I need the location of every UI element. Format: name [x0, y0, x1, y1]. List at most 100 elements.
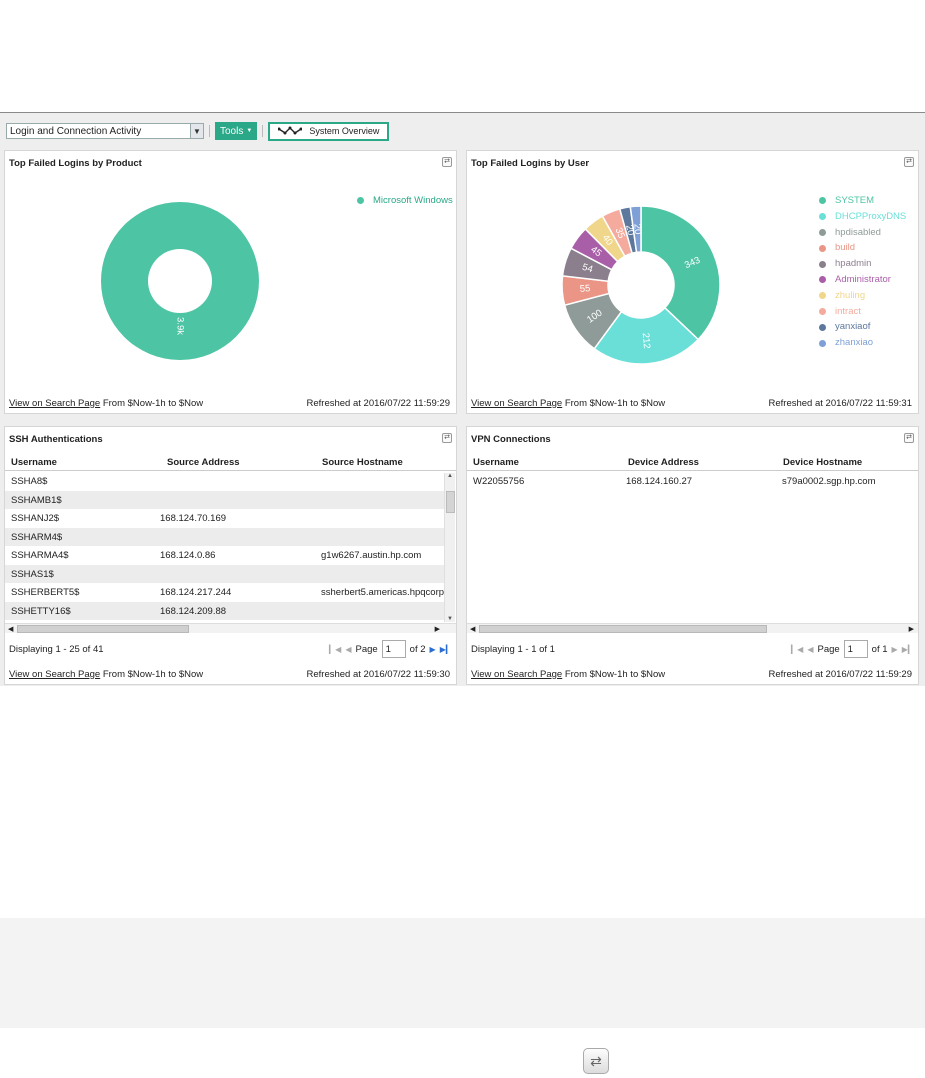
- column-header[interactable]: Username: [11, 457, 57, 468]
- pie-slice[interactable]: [101, 202, 259, 360]
- line-chart-icon: [278, 126, 303, 135]
- column-header[interactable]: Source Hostname: [322, 457, 403, 468]
- legend-swatch: [357, 197, 364, 205]
- refresh-icon[interactable]: ⇄: [904, 157, 914, 167]
- view-on-search-page-link[interactable]: View on Search Page: [9, 668, 101, 680]
- legend-label: hpdisabled: [835, 226, 881, 238]
- view-on-search-page-link[interactable]: View on Search Page: [471, 668, 563, 680]
- system-overview-button[interactable]: System Overview: [268, 121, 390, 141]
- scroll-down-icon[interactable]: ▼: [447, 616, 453, 622]
- horizontal-scrollbar[interactable]: ◀ ▶: [5, 623, 456, 633]
- scrollbar-thumb[interactable]: [446, 491, 455, 513]
- time-range: From $Now-1h to $Now: [102, 397, 204, 409]
- table-row[interactable]: SSHETTY16$ 168.124.209.88: [5, 601, 444, 620]
- table-cell: SSHARM4$: [11, 531, 63, 543]
- refresh-icon: ⇄: [583, 1048, 609, 1074]
- legend-item[interactable]: hpadmin: [819, 256, 906, 272]
- page-total: of 1: [871, 643, 888, 655]
- pie-slice[interactable]: [593, 306, 700, 365]
- toolbar: Login and Connection Activity ▼ Tools ▼ …: [6, 121, 390, 141]
- table-cell: 168.124.209.88: [160, 605, 227, 617]
- page-number-input[interactable]: 1: [843, 640, 868, 658]
- table-row[interactable]: SSHAS1$: [5, 564, 444, 583]
- chevron-down-icon[interactable]: ▼: [190, 124, 203, 138]
- scroll-left-icon[interactable]: ◀: [8, 626, 14, 633]
- system-overview-label: System Overview: [309, 126, 380, 136]
- table-cell: 168.124.0.86: [160, 550, 216, 561]
- legend-swatch: [819, 260, 826, 268]
- legend-label: zhanxiao: [835, 337, 874, 349]
- view-on-search-page-link[interactable]: View on Search Page: [471, 397, 563, 409]
- column-header[interactable]: Username: [473, 457, 519, 468]
- scrollbar-thumb[interactable]: [17, 625, 189, 633]
- dashboard-select[interactable]: Login and Connection Activity ▼: [6, 123, 204, 139]
- pie-slice[interactable]: [629, 205, 642, 254]
- legend-item[interactable]: Microsoft Windows: [357, 193, 453, 209]
- chart-legend: SYSTEM DHCPProxyDNS hpdisabled build hpadmin…: [819, 193, 906, 351]
- next-page-icon[interactable]: ▶: [429, 644, 436, 654]
- pie-data-label: 45: [588, 244, 603, 259]
- table-cell: 168.124.217.244: [160, 587, 232, 598]
- vertical-scrollbar[interactable]: ▲ ▼: [444, 473, 455, 622]
- pagination: Displaying 1 - 25 of 41 ▎◀ ◀ Page 1 of 2…: [9, 640, 452, 658]
- legend-swatch: [819, 244, 826, 252]
- panel-title: VPN Connections: [471, 434, 551, 445]
- donut-chart-product: 3.9k: [101, 202, 259, 360]
- table-row[interactable]: SSHAMB1$: [5, 490, 444, 509]
- scroll-right-icon[interactable]: ▶: [434, 626, 440, 633]
- legend-swatch: [819, 307, 826, 315]
- legend-item[interactable]: intract: [819, 304, 906, 320]
- pie-slice[interactable]: [640, 205, 721, 341]
- table-cell: 168.124.160.27: [626, 476, 693, 487]
- legend-label: intract: [835, 305, 861, 317]
- legend-swatch: [819, 292, 826, 300]
- scrollbar-thumb[interactable]: [479, 625, 767, 633]
- horizontal-scrollbar[interactable]: ◀ ▶: [467, 623, 918, 633]
- legend-item[interactable]: hpdisabled: [819, 225, 906, 241]
- table-row[interactable]: SSHARM4$: [5, 527, 444, 546]
- refresh-icon[interactable]: ⇄: [442, 157, 452, 167]
- page-number-input[interactable]: 1: [381, 640, 406, 658]
- table-row[interactable]: SSHARMA4$ 168.124.0.86 g1w6267.austin.hp.c…: [5, 546, 444, 565]
- legend-item[interactable]: yanxiaof: [819, 319, 906, 335]
- first-page-icon[interactable]: ▎◀: [791, 644, 804, 654]
- displaying-count: Displaying 1 - 25 of 41: [9, 643, 104, 655]
- pie-data-label: 40: [600, 233, 615, 248]
- panel-failed-logins-product: Top Failed Logins by Product ⇄ 3.9k Micr…: [4, 150, 457, 414]
- table-cell: SSHERBERT5$: [11, 587, 80, 598]
- refresh-icon[interactable]: ⇄: [442, 433, 452, 443]
- legend-item[interactable]: Administrator: [819, 272, 906, 288]
- legend-label: DHCPProxyDNS: [835, 210, 907, 222]
- legend-item[interactable]: DHCPProxyDNS: [819, 209, 906, 225]
- last-page-icon[interactable]: ▶▎: [901, 644, 914, 654]
- legend-item[interactable]: build: [819, 240, 906, 256]
- next-page-icon[interactable]: ▶: [891, 644, 898, 654]
- column-header[interactable]: Device Address: [628, 457, 699, 468]
- scroll-left-icon[interactable]: ◀: [470, 626, 476, 633]
- legend-item[interactable]: zhanxiao: [819, 335, 906, 351]
- tools-button-label: Tools: [220, 125, 244, 137]
- scroll-right-icon[interactable]: ▶: [908, 626, 914, 633]
- prev-page-icon[interactable]: ◀: [345, 644, 352, 654]
- panel-footer: View on Search Page From $Now-1h to $Now…: [9, 397, 450, 409]
- column-header[interactable]: Device Hostname: [783, 457, 863, 468]
- legend-item[interactable]: SYSTEM: [819, 193, 906, 209]
- view-on-search-page-link[interactable]: View on Search Page: [9, 397, 101, 409]
- refresh-icon[interactable]: ⇄: [904, 433, 914, 443]
- scroll-up-icon[interactable]: ▲: [447, 473, 453, 479]
- legend-item[interactable]: zhuling: [819, 288, 906, 304]
- prev-page-icon[interactable]: ◀: [807, 644, 814, 654]
- table-row[interactable]: SSHANJ2$ 168.124.70.169: [5, 509, 444, 528]
- table-row[interactable]: SSHERBERT5$ 168.124.217.244 ssherbert5.ame…: [5, 583, 444, 602]
- column-header[interactable]: Source Address: [167, 457, 240, 468]
- panel-footer: View on Search Page From $Now-1h to $Now…: [9, 668, 450, 680]
- table-cell: SSHARMA4$: [11, 550, 69, 561]
- last-page-icon[interactable]: ▶▎: [439, 644, 452, 654]
- table-row[interactable]: W22055756 168.124.160.27 s79a0002.sgp.hp.c…: [467, 472, 918, 491]
- page-label: Page: [355, 643, 378, 655]
- table-cell: g1w6267.austin.hp.com: [321, 550, 422, 561]
- first-page-icon[interactable]: ▎◀: [329, 644, 342, 654]
- table-row[interactable]: SSHA8$: [5, 472, 444, 491]
- tools-button[interactable]: Tools ▼: [215, 122, 258, 140]
